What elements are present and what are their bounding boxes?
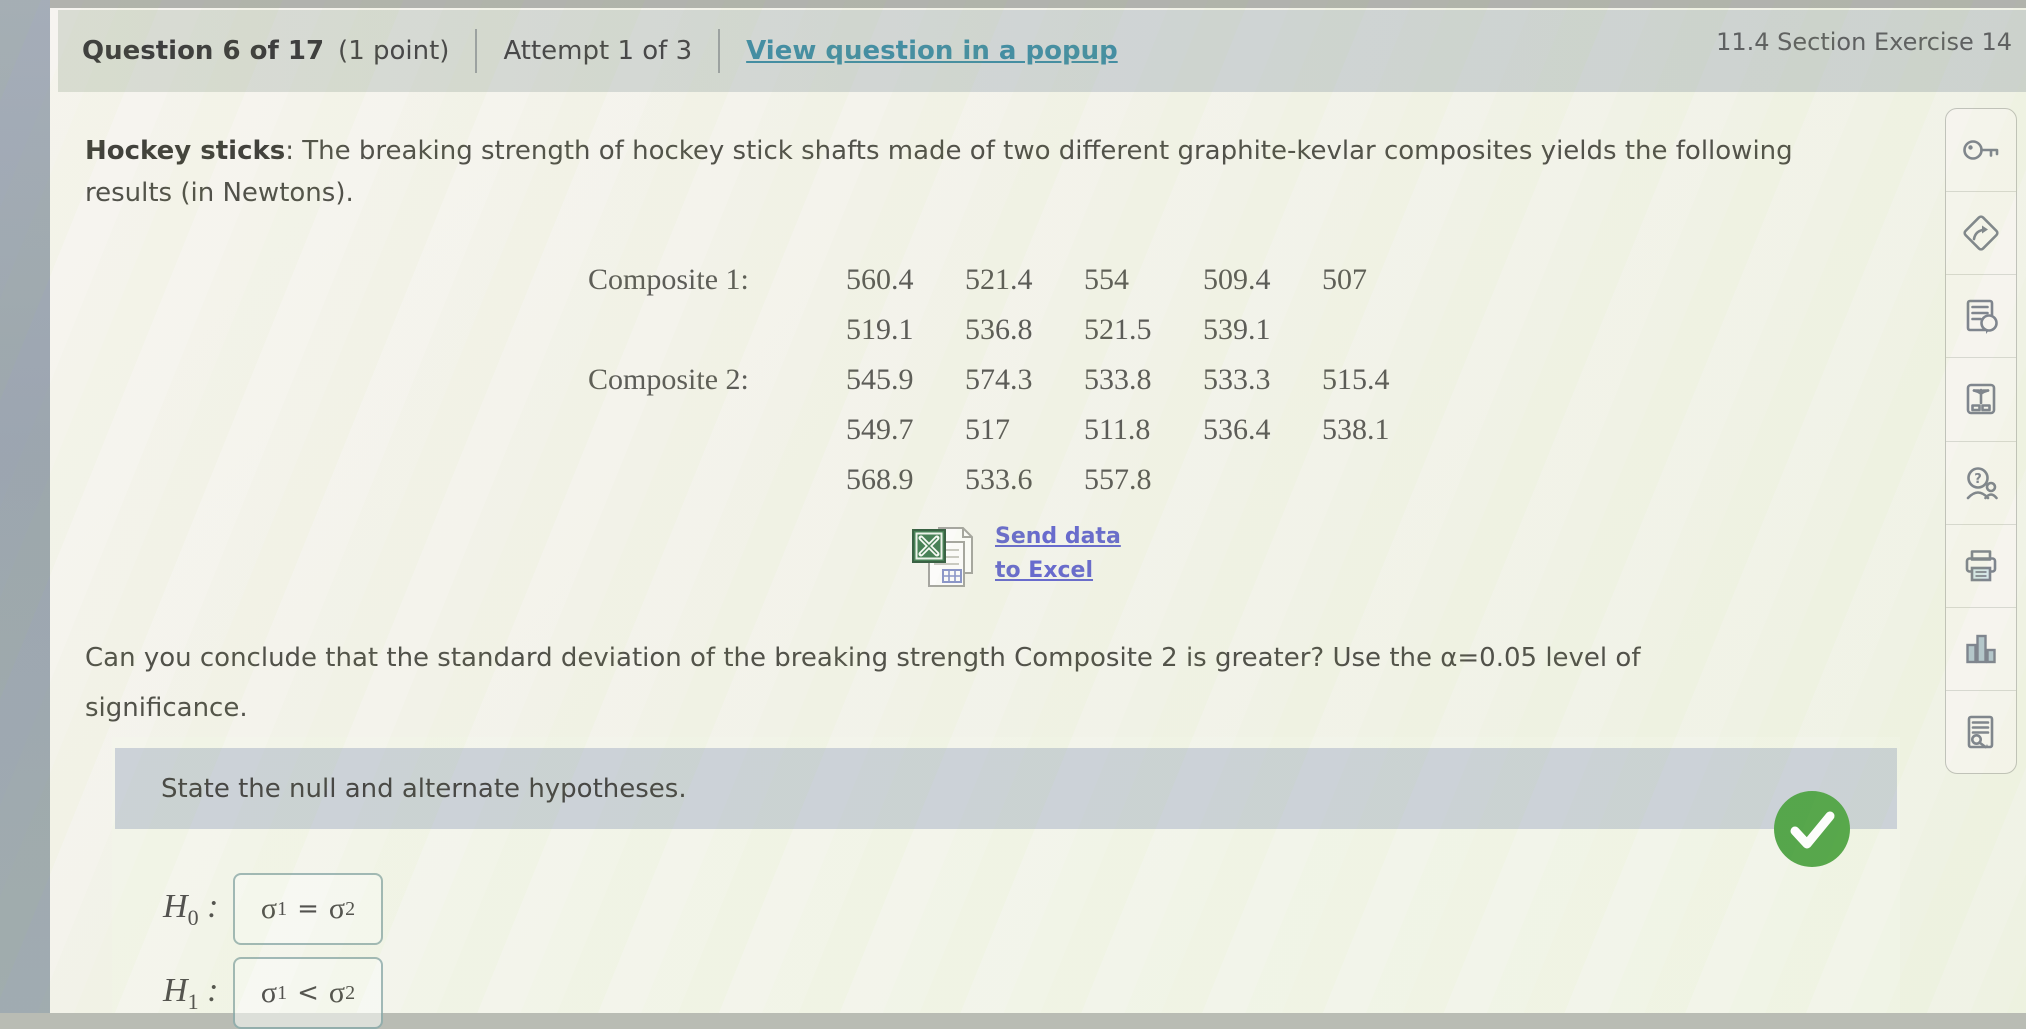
excel-export: Send data to Excel	[905, 520, 1121, 598]
table-row: Composite 2: 545.9 574.3 533.8 533.3 515…	[588, 355, 1441, 405]
question-header-bar: Question 6 of 17 (1 point) Attempt 1 of …	[58, 10, 2026, 92]
check-icon	[1772, 789, 1852, 869]
svg-text:?: ?	[1974, 472, 1982, 487]
tools-sidebar: ?	[1945, 108, 2017, 774]
question-points: (1 point)	[338, 36, 450, 66]
worksheet-icon	[1960, 711, 2002, 753]
photo-top-edge	[0, 0, 2026, 10]
view-popup-link[interactable]: View question in a popup	[746, 36, 1118, 66]
prompt-band: State the null and alternate hypotheses.	[115, 748, 1897, 829]
problem-intro-line2: results (in Newtons).	[85, 178, 354, 208]
attempt-counter: Attempt 1 of 3	[503, 36, 693, 66]
ebook-icon	[1960, 378, 2002, 420]
data-value: 536.4	[1203, 413, 1271, 446]
table-row: 549.7 517 511.8 536.4 538.1	[588, 405, 1441, 455]
data-value: 574.3	[965, 363, 1033, 396]
divider	[718, 29, 721, 73]
data-value: 533.3	[1203, 363, 1271, 396]
data-value: 515.4	[1322, 363, 1390, 396]
h1-label: H1 :	[163, 971, 219, 1014]
data-value: 545.9	[846, 363, 914, 396]
sidebar-tool-key[interactable]	[1946, 109, 2016, 191]
live-help-icon: ?	[1960, 462, 2002, 504]
print-icon	[1960, 545, 2002, 587]
data-value: 509.4	[1203, 263, 1271, 296]
data-value: 507	[1322, 263, 1367, 296]
sidebar-tool-jump[interactable]	[1946, 191, 2016, 274]
data-value: 538.1	[1322, 413, 1390, 446]
send-data-link-line2[interactable]: to Excel	[995, 558, 1094, 583]
sidebar-tool-chart[interactable]	[1946, 606, 2016, 690]
data-value: 533.8	[1084, 363, 1152, 396]
sidebar-tool-feedback[interactable]	[1946, 274, 2016, 357]
question-line1: Can you conclude that the standard devia…	[85, 643, 1641, 673]
question-position: Question 6 of 17	[82, 36, 325, 66]
table-row: 519.1 536.8 521.5 539.1	[588, 305, 1441, 355]
table-row: 568.9 533.6 557.8	[588, 455, 1441, 505]
data-value: 549.7	[846, 413, 914, 446]
data-value: 539.1	[1203, 313, 1271, 346]
send-data-link-line1[interactable]: Send data	[995, 524, 1121, 549]
sidebar-tool-ebook[interactable]	[1946, 357, 2016, 440]
photo-left-edge	[0, 0, 50, 1013]
sidebar-tool-worksheet[interactable]	[1946, 689, 2016, 773]
h0-label: H0 :	[163, 887, 219, 930]
data-value: 519.1	[846, 313, 914, 346]
sidebar-tool-help[interactable]: ?	[1946, 440, 2016, 524]
divider	[475, 29, 478, 73]
data-table: Composite 1: 560.4 521.4 554 509.4 507 5…	[588, 255, 1441, 505]
table-row: Composite 1: 560.4 521.4 554 509.4 507	[588, 255, 1441, 305]
data-value: 554	[1084, 263, 1129, 296]
feedback-note-icon	[1960, 295, 2002, 337]
data-value: 560.4	[846, 263, 914, 296]
sidebar-tool-print[interactable]	[1946, 523, 2016, 607]
answer-panel: State the null and alternate hypotheses.	[112, 737, 1900, 1013]
data-value: 517	[965, 413, 1010, 446]
key-icon	[1960, 129, 2002, 171]
hypotheses-prompt: State the null and alternate hypotheses.	[161, 773, 687, 804]
composite-2-label: Composite 2:	[588, 363, 749, 396]
composite-1-label: Composite 1:	[588, 263, 749, 296]
data-value: 536.8	[965, 313, 1033, 346]
data-value: 557.8	[1084, 463, 1152, 496]
question-line2: significance.	[85, 693, 248, 723]
section-exercise-label: 11.4 Section Exercise 14	[1716, 28, 2012, 56]
data-value: 568.9	[846, 463, 914, 496]
data-value: 511.8	[1084, 413, 1151, 446]
problem-intro-line1: : The breaking strength of hockey stick …	[285, 136, 1793, 166]
excel-icon[interactable]	[905, 520, 979, 598]
problem-title: Hockey sticks	[85, 136, 286, 166]
problem-statement: Hockey sticks: The breaking strength of …	[85, 130, 1925, 214]
question-text: Can you conclude that the standard devia…	[85, 633, 1640, 733]
data-value: 533.6	[965, 463, 1033, 496]
data-value: 521.5	[1084, 313, 1152, 346]
jump-arrow-icon	[1960, 212, 2002, 254]
data-value: 521.4	[965, 263, 1033, 296]
chart-icon	[1960, 628, 2002, 670]
